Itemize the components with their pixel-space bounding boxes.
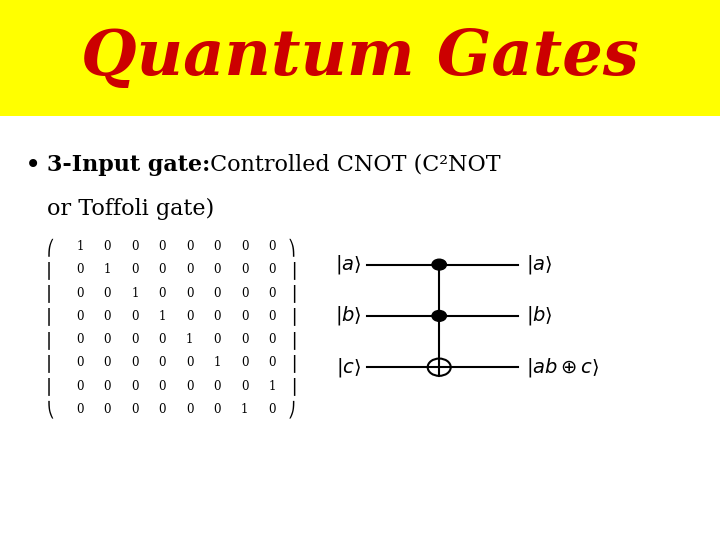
Text: 1: 1	[76, 240, 84, 253]
Text: ⎜: ⎜	[47, 354, 54, 372]
Text: 0: 0	[241, 264, 248, 276]
Text: 1: 1	[158, 310, 166, 323]
Text: 0: 0	[104, 333, 111, 346]
Text: 1: 1	[241, 403, 248, 416]
Text: 0: 0	[104, 380, 111, 393]
Text: 0: 0	[131, 333, 139, 346]
Text: 0: 0	[186, 380, 194, 393]
Text: 0: 0	[186, 310, 194, 323]
Text: 0: 0	[186, 287, 194, 300]
Text: 0: 0	[213, 310, 221, 323]
Text: 0: 0	[158, 287, 166, 300]
Text: ⎝: ⎝	[47, 401, 54, 418]
Text: 0: 0	[104, 403, 111, 416]
Text: ⎟: ⎟	[288, 377, 295, 395]
Circle shape	[428, 359, 451, 376]
Text: $|a\rangle$: $|a\rangle$	[526, 253, 552, 276]
Text: ⎟: ⎟	[288, 354, 295, 372]
Text: 0: 0	[104, 356, 111, 369]
Text: 0: 0	[213, 380, 221, 393]
Text: 0: 0	[131, 310, 139, 323]
Text: $|c\rangle$: $|c\rangle$	[336, 356, 361, 379]
Text: 0: 0	[213, 333, 221, 346]
Text: ⎜: ⎜	[47, 377, 54, 395]
Text: 0: 0	[213, 264, 221, 276]
Text: ⎟: ⎟	[288, 284, 295, 302]
Text: 0: 0	[76, 333, 84, 346]
Text: 0: 0	[131, 356, 139, 369]
Text: 0: 0	[213, 240, 221, 253]
Text: ⎜: ⎜	[47, 330, 54, 349]
Text: 0: 0	[269, 403, 276, 416]
Text: 0: 0	[213, 403, 221, 416]
Text: 0: 0	[241, 310, 248, 323]
Text: ⎜: ⎜	[47, 307, 54, 326]
Text: 0: 0	[241, 356, 248, 369]
Text: 0: 0	[131, 403, 139, 416]
Text: 0: 0	[158, 240, 166, 253]
Text: 0: 0	[269, 240, 276, 253]
Text: 0: 0	[269, 333, 276, 346]
Text: 0: 0	[213, 287, 221, 300]
Text: •: •	[25, 151, 42, 179]
Text: 0: 0	[104, 310, 111, 323]
Text: 0: 0	[131, 240, 139, 253]
Text: 1: 1	[186, 333, 194, 346]
Text: 0: 0	[241, 287, 248, 300]
Text: 0: 0	[76, 264, 84, 276]
Text: 0: 0	[104, 240, 111, 253]
Text: 0: 0	[269, 310, 276, 323]
Text: 0: 0	[269, 264, 276, 276]
Text: 1: 1	[131, 287, 138, 300]
Bar	[0, 0, 720, 116]
Text: 0: 0	[131, 264, 139, 276]
Text: $|a\rangle$: $|a\rangle$	[335, 253, 361, 276]
Text: 0: 0	[76, 380, 84, 393]
Text: 0: 0	[186, 403, 194, 416]
Text: 0: 0	[186, 240, 194, 253]
Circle shape	[432, 259, 446, 270]
Text: ⎟: ⎟	[288, 307, 295, 326]
Text: 0: 0	[158, 333, 166, 346]
Text: Controlled CNOT (C²NOT: Controlled CNOT (C²NOT	[203, 154, 500, 176]
Text: 0: 0	[76, 356, 84, 369]
Text: ⎠: ⎠	[288, 401, 295, 418]
Text: 0: 0	[158, 264, 166, 276]
Text: ⎟: ⎟	[288, 330, 295, 349]
Text: 0: 0	[131, 380, 139, 393]
Text: 0: 0	[269, 356, 276, 369]
Text: 0: 0	[241, 240, 248, 253]
Text: Quantum Gates: Quantum Gates	[81, 28, 639, 89]
Text: $|b\rangle$: $|b\rangle$	[526, 305, 552, 327]
Text: 1: 1	[269, 380, 276, 393]
Text: 3-Input gate:: 3-Input gate:	[47, 154, 210, 176]
Text: 0: 0	[76, 287, 84, 300]
Text: 0: 0	[241, 333, 248, 346]
Text: 0: 0	[241, 380, 248, 393]
Text: 0: 0	[76, 310, 84, 323]
Text: 0: 0	[158, 403, 166, 416]
Text: 0: 0	[158, 356, 166, 369]
Text: 0: 0	[186, 264, 194, 276]
Text: ⎛: ⎛	[47, 238, 54, 255]
Text: 0: 0	[158, 380, 166, 393]
Text: 1: 1	[214, 356, 221, 369]
Text: 0: 0	[186, 356, 194, 369]
Text: ⎜: ⎜	[47, 261, 54, 279]
Text: $|b\rangle$: $|b\rangle$	[335, 305, 361, 327]
Text: 1: 1	[104, 264, 111, 276]
Text: ⎞: ⎞	[288, 238, 295, 255]
Text: 0: 0	[269, 287, 276, 300]
Text: 0: 0	[76, 403, 84, 416]
Text: ⎜: ⎜	[47, 284, 54, 302]
Text: $|ab \oplus c\rangle$: $|ab \oplus c\rangle$	[526, 356, 599, 379]
Text: ⎟: ⎟	[288, 261, 295, 279]
Text: 0: 0	[104, 287, 111, 300]
Text: or Toffoli gate): or Toffoli gate)	[47, 198, 214, 220]
Circle shape	[432, 310, 446, 321]
